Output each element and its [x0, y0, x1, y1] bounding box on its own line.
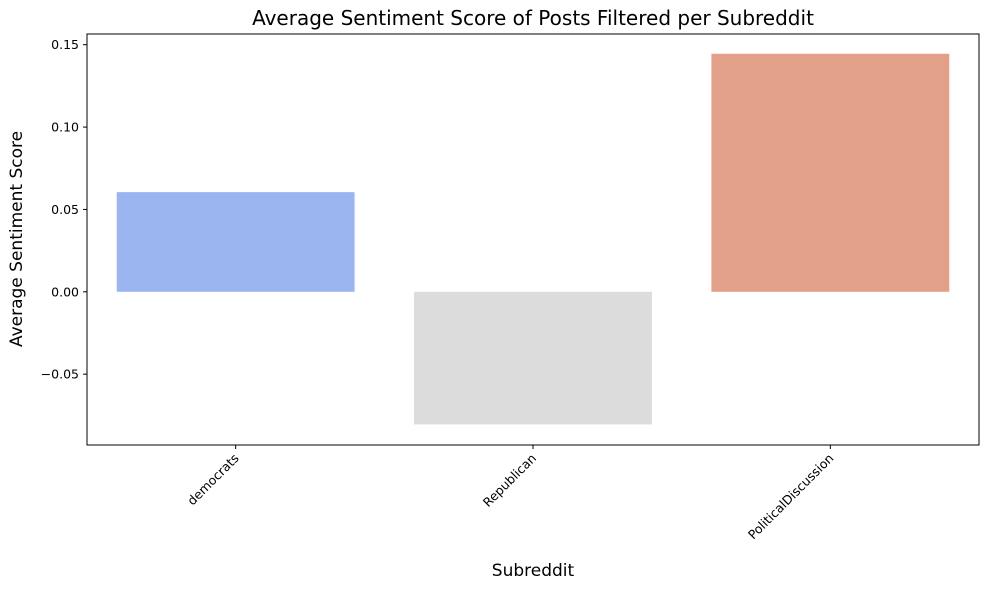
- chart-title: Average Sentiment Score of Posts Filtere…: [252, 6, 814, 30]
- y-axis-label: Average Sentiment Score: [7, 131, 27, 347]
- x-tick-label: democrats: [184, 451, 242, 509]
- bar-Republican: [414, 291, 652, 425]
- bar-democrats: [116, 192, 355, 292]
- y-tick-label: 0.10: [51, 120, 79, 135]
- y-tick-label: −0.05: [41, 367, 79, 382]
- y-tick-label: 0.15: [51, 37, 79, 52]
- x-axis-label: Subreddit: [492, 561, 575, 581]
- bar-PoliticalDiscussion: [711, 53, 950, 292]
- y-tick-label: 0.00: [51, 284, 79, 299]
- plot-area: −0.05 0.00 0.05 0.10 0.15 democrats Republican…: [41, 33, 980, 543]
- y-tick-label: 0.05: [51, 202, 79, 217]
- x-tick-label: PoliticalDiscussion: [745, 451, 837, 543]
- x-tick-label: Republican: [480, 451, 539, 510]
